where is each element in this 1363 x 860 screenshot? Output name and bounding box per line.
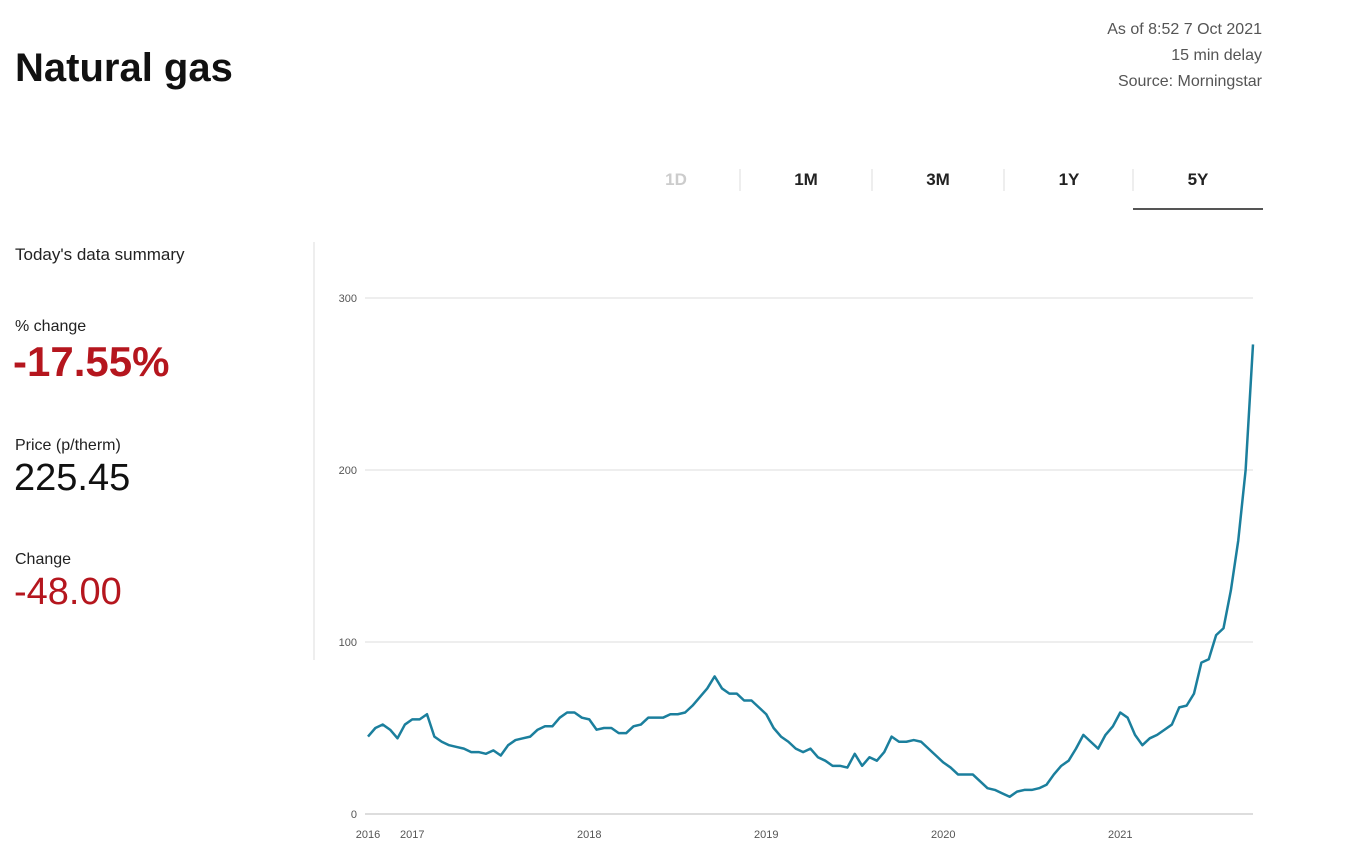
pct-change-label: % change (15, 318, 86, 335)
x-tick-label: 2019 (754, 829, 778, 841)
y-tick-label: 300 (339, 293, 357, 305)
x-tick-label: 2017 (400, 829, 424, 841)
summary-heading: Today's data summary (15, 245, 185, 264)
x-tick-label: 2020 (931, 829, 955, 841)
tab-bar: 1D 1M 3M 1Y 5Y (665, 169, 1263, 210)
summary-panel: Today's data summary % change -17.55% Pr… (13, 242, 315, 660)
pct-change-value: -17.55% (13, 338, 169, 385)
x-tick-label: 2021 (1108, 829, 1132, 841)
tab-disabled: 1D (665, 170, 687, 189)
chart: 0 100 200 300 2016 2017 2018 2019 2020 2021 (339, 293, 1255, 841)
timestamp: As of 8:52 7 Oct 2021 (1107, 21, 1262, 38)
price-value: 225.45 (14, 457, 130, 499)
change-value: -48.00 (14, 571, 122, 613)
tab[interactable]: 3M (926, 170, 950, 189)
tab[interactable]: 1Y (1059, 170, 1080, 189)
change-label: Change (15, 551, 71, 568)
price-label: Price (p/therm) (15, 437, 121, 454)
delay-note: 15 min delay (1171, 47, 1262, 64)
y-tick-label: 200 (339, 465, 357, 477)
y-tick-label: 100 (339, 637, 357, 649)
page-title: Natural gas (15, 46, 233, 90)
x-tick-label: 2018 (577, 829, 601, 841)
y-tick-label: 0 (351, 809, 357, 821)
source-note: Source: Morningstar (1118, 73, 1263, 90)
tab-active[interactable]: 5Y (1188, 170, 1209, 189)
x-tick-label: 2016 (356, 829, 380, 841)
price-line (367, 344, 1255, 799)
tab[interactable]: 1M (794, 170, 818, 189)
